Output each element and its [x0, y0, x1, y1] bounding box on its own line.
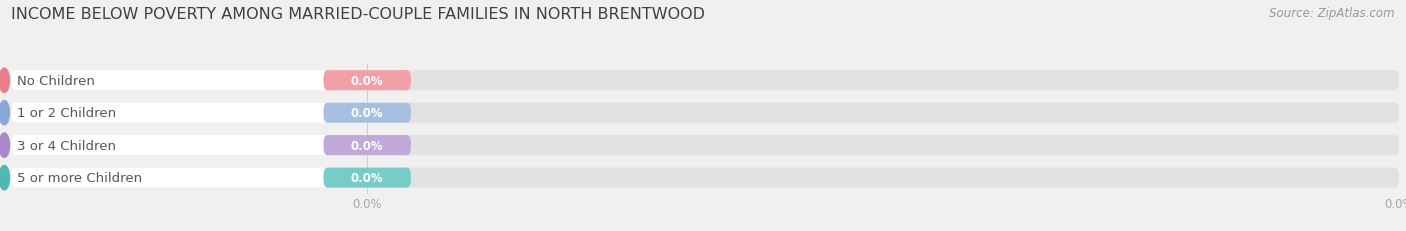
Text: INCOME BELOW POVERTY AMONG MARRIED-COUPLE FAMILIES IN NORTH BRENTWOOD: INCOME BELOW POVERTY AMONG MARRIED-COUPL… — [11, 7, 706, 22]
Circle shape — [0, 101, 10, 125]
FancyBboxPatch shape — [11, 71, 1399, 91]
Circle shape — [0, 69, 10, 93]
Text: Source: ZipAtlas.com: Source: ZipAtlas.com — [1270, 7, 1395, 20]
FancyBboxPatch shape — [323, 168, 411, 188]
Circle shape — [0, 133, 10, 158]
Text: 0.0%: 0.0% — [352, 107, 384, 120]
FancyBboxPatch shape — [11, 168, 406, 188]
Text: 0.0%: 0.0% — [352, 171, 384, 184]
FancyBboxPatch shape — [323, 136, 411, 155]
FancyBboxPatch shape — [11, 136, 406, 155]
FancyBboxPatch shape — [11, 103, 406, 123]
Circle shape — [0, 166, 10, 190]
FancyBboxPatch shape — [323, 71, 411, 91]
FancyBboxPatch shape — [11, 168, 1399, 188]
Text: 3 or 4 Children: 3 or 4 Children — [17, 139, 117, 152]
Text: 0.0%: 0.0% — [352, 74, 384, 87]
FancyBboxPatch shape — [11, 103, 1399, 123]
Text: 1 or 2 Children: 1 or 2 Children — [17, 107, 117, 120]
Text: No Children: No Children — [17, 74, 96, 87]
FancyBboxPatch shape — [323, 103, 411, 123]
FancyBboxPatch shape — [11, 71, 406, 91]
Text: 0.0%: 0.0% — [352, 139, 384, 152]
FancyBboxPatch shape — [11, 136, 1399, 155]
Text: 5 or more Children: 5 or more Children — [17, 171, 142, 184]
